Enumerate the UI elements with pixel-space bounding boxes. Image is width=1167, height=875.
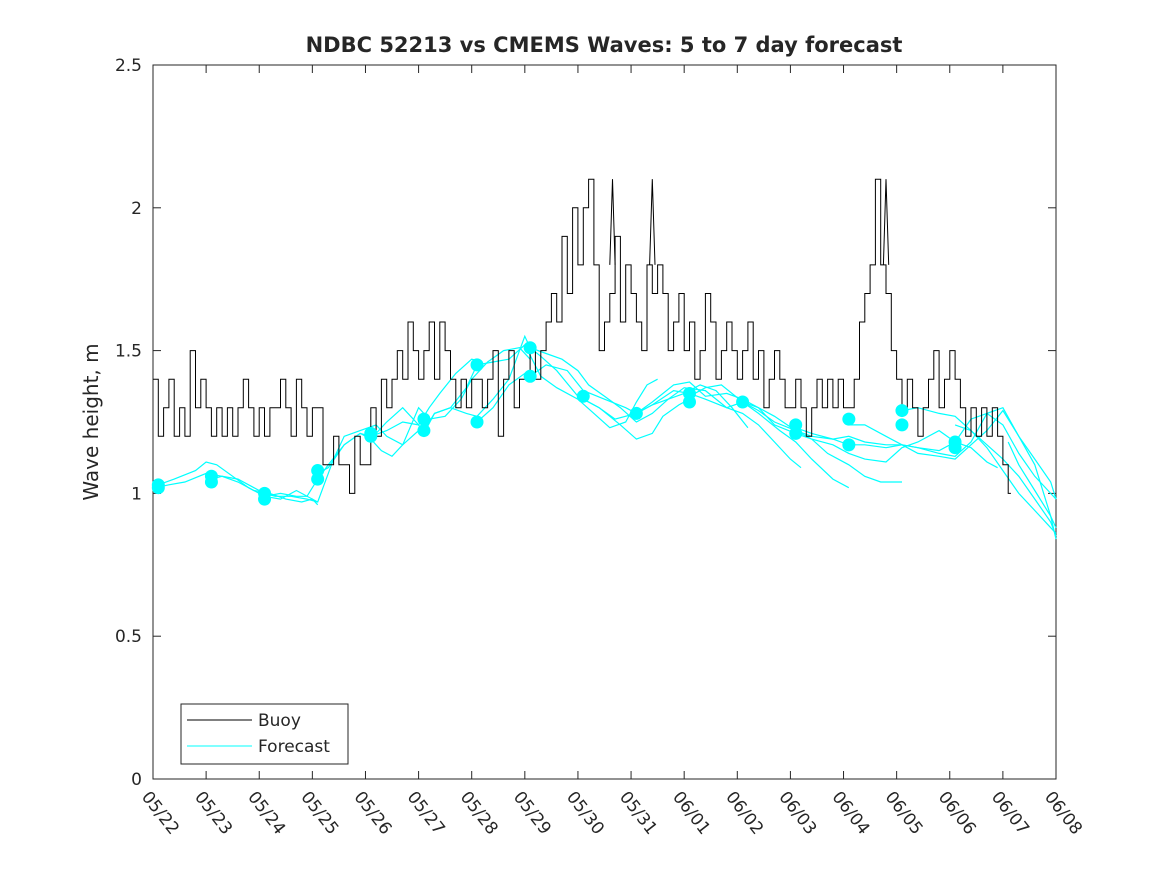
series-layer: [151, 178, 1057, 540]
forecast-line: [795, 406, 1057, 500]
x-tick-label: 06/02: [721, 788, 767, 839]
x-tick-label: 06/06: [934, 788, 980, 839]
forecast-marker: [470, 358, 484, 372]
y-axis-label: Wave height, m: [79, 343, 103, 500]
buoy-peak: [882, 179, 890, 265]
forecast-marker: [842, 438, 856, 452]
x-tick-label: 05/26: [350, 788, 396, 839]
x-tick-label: 05/22: [137, 788, 183, 839]
x-tick-label: 05/31: [615, 788, 661, 839]
y-tick-label: 2: [131, 199, 142, 219]
forecast-line: [1007, 441, 1057, 540]
forecast-marker: [629, 406, 643, 420]
legend: Buoy Forecast: [180, 703, 349, 765]
buoy-peak: [649, 179, 656, 265]
x-tick-label: 05/24: [243, 788, 289, 839]
legend-box: [180, 703, 349, 765]
forecast-marker: [576, 389, 590, 403]
forecast-marker: [470, 415, 484, 429]
forecast-marker: [151, 481, 165, 495]
forecast-line: [848, 409, 1057, 528]
x-tick-label: 06/05: [881, 788, 927, 839]
buoy-peak: [609, 179, 616, 265]
forecast-line: [529, 347, 802, 469]
y-tick-label: 2.5: [115, 56, 142, 76]
forecast-marker: [948, 441, 962, 455]
forecast-marker: [417, 412, 431, 426]
y-tick-label: 0.5: [115, 627, 142, 647]
x-tick-label: 05/23: [190, 788, 236, 839]
buoy-line: [153, 178, 1011, 494]
x-tick-label: 05/30: [562, 788, 608, 839]
forecast-marker: [364, 426, 378, 440]
chart-title: NDBC 52213 vs CMEMS Waves: 5 to 7 day fo…: [306, 33, 903, 57]
y-tick-label: 0: [131, 770, 142, 790]
forecast-marker: [842, 412, 856, 426]
forecast-marker: [682, 395, 696, 409]
x-tick-label: 06/03: [774, 788, 820, 839]
forecast-marker: [523, 369, 537, 383]
x-tick-label: 05/27: [403, 788, 449, 839]
forecast-marker: [311, 472, 325, 486]
y-tick-label: 1.5: [115, 342, 142, 362]
legend-forecast-label: Forecast: [258, 737, 330, 757]
forecast-line: [954, 424, 1057, 537]
forecast-marker: [417, 424, 431, 438]
legend-buoy-label: Buoy: [258, 711, 301, 731]
forecast-marker: [258, 492, 272, 506]
forecast-marker: [736, 395, 750, 409]
forecast-marker: [789, 426, 803, 440]
forecast-line: [583, 389, 850, 489]
x-tick-label: 06/08: [1040, 788, 1086, 839]
forecast-marker: [204, 475, 218, 489]
forecast-line: [158, 461, 318, 503]
x-tick-label: 05/28: [456, 788, 502, 839]
forecast-marker: [895, 418, 909, 432]
x-tick-label: 05/25: [296, 788, 342, 839]
x-tick-label: 05/29: [509, 788, 555, 839]
x-tick-label: 06/01: [668, 788, 714, 839]
forecast-line: [211, 415, 430, 503]
x-tick-label: 06/04: [828, 788, 874, 839]
y-tick-label: 1: [131, 484, 142, 504]
plot-area: [152, 64, 1057, 780]
forecast-marker: [895, 404, 909, 418]
x-tick-label: 06/07: [987, 788, 1033, 839]
y-axis: 0 0.5 1 1.5 2 2.5: [115, 56, 1056, 790]
forecast-line: [901, 407, 1057, 534]
forecast-marker: [523, 341, 537, 355]
